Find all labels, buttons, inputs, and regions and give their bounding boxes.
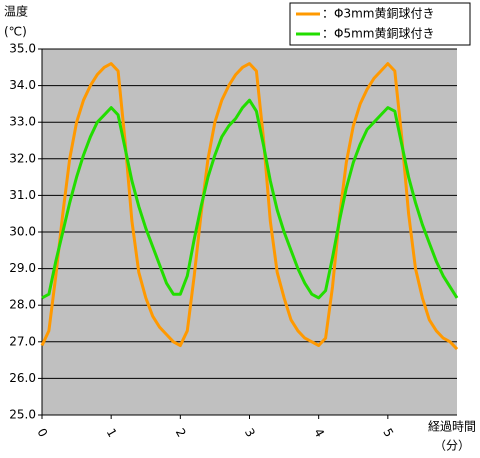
legend-box xyxy=(289,2,471,46)
x-tick-label: 2 xyxy=(173,426,189,440)
y-tick-label: 28.0 xyxy=(9,298,36,312)
series-line xyxy=(41,98,459,300)
legend-label: ：Φ3mm黄銅球付き xyxy=(322,7,434,21)
y-tick-label: 27.0 xyxy=(9,334,36,348)
y-tick-label: 34.0 xyxy=(9,78,36,92)
x-tick-label: 0 xyxy=(34,426,50,440)
x-tick-label: 1 xyxy=(104,426,120,440)
y-tick-label: 32.0 xyxy=(9,151,36,165)
y-tick-label: 33.0 xyxy=(9,115,36,129)
series-line xyxy=(40,62,459,351)
y-axis-label: 温度 xyxy=(4,4,28,19)
y-tick-label: 26.0 xyxy=(9,371,36,385)
x-tick-label: 3 xyxy=(242,426,258,440)
y-tick-label: 25.0 xyxy=(9,408,36,422)
y-tick-label: 30.0 xyxy=(9,225,36,239)
y-axis-unit: (℃) xyxy=(4,25,27,39)
y-tick-label: 31.0 xyxy=(9,188,36,202)
y-tick-label: 29.0 xyxy=(9,261,36,275)
x-axis-label: 経過時間 xyxy=(428,420,476,434)
y-tick-label: 35.0 xyxy=(9,42,36,56)
x-tick-label: 4 xyxy=(311,426,327,440)
legend-label: ：Φ5mm黄銅球付き xyxy=(322,27,434,41)
x-axis-unit: （分） xyxy=(434,439,470,453)
x-tick-label: 5 xyxy=(380,426,396,440)
